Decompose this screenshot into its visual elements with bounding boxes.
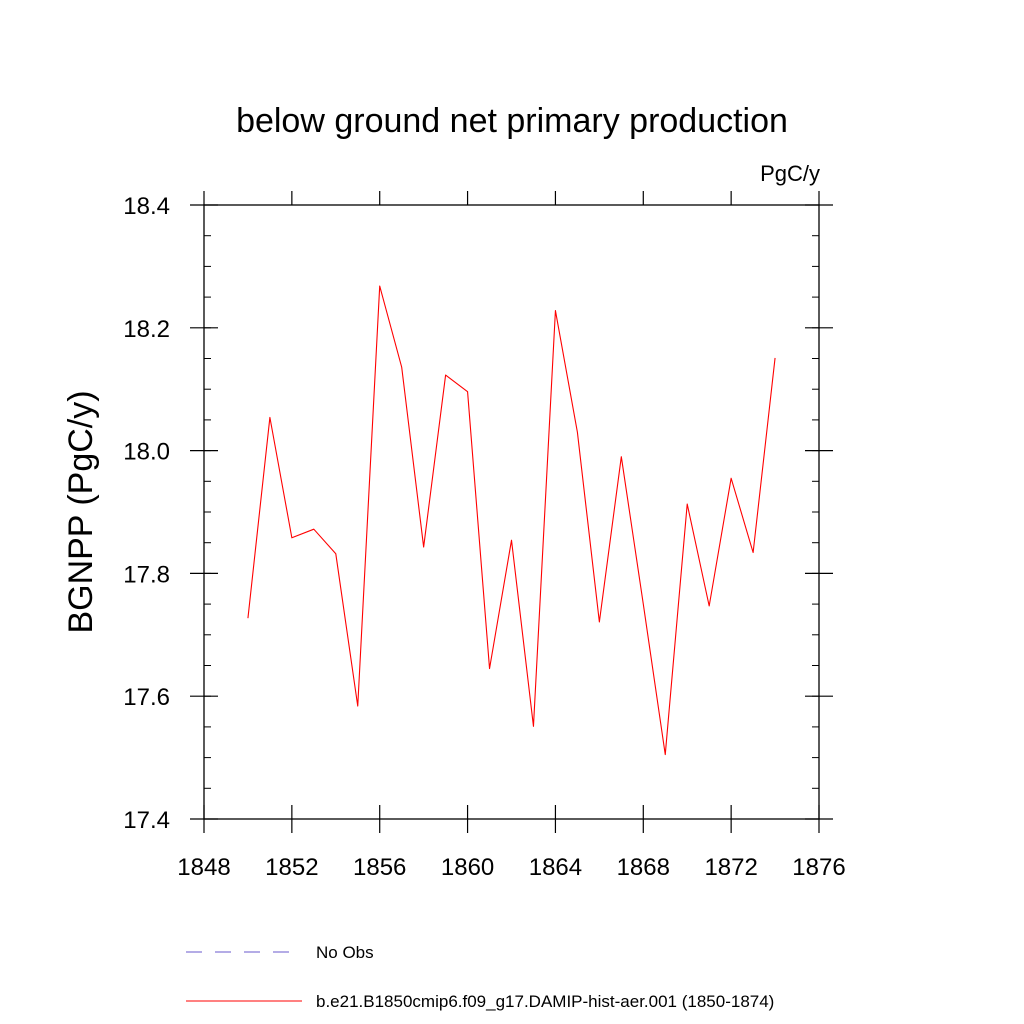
- chart-title: below ground net primary production: [236, 102, 788, 140]
- x-tick-label: 1856: [353, 854, 406, 881]
- units-label: PgC/y: [760, 161, 820, 186]
- x-tick-label: 1872: [704, 854, 757, 881]
- x-tick-label: 1876: [792, 854, 845, 881]
- series-group: [247, 285, 776, 756]
- x-tick-labels: 1848 1852 1856 1860 1864 1868 1872 1876: [177, 854, 845, 881]
- x-tick-label: 1868: [617, 854, 670, 881]
- y-tick-label: 17.6: [123, 684, 170, 711]
- y-tick-label: 18.4: [123, 193, 170, 220]
- x-tick-label: 1848: [177, 854, 230, 881]
- y-tick-label: 18.0: [123, 439, 170, 466]
- y-tick-labels: 17.4 17.6 17.8 18.0 18.2 18.4: [123, 193, 170, 834]
- y-tick-label: 17.4: [123, 807, 170, 834]
- legend: No Obs b.e21.B1850cmip6.f09_g17.DAMIP-hi…: [186, 943, 774, 1011]
- legend-label-model: b.e21.B1850cmip6.f09_g17.DAMIP-hist-aer.…: [316, 992, 774, 1011]
- x-tick-label: 1864: [529, 854, 582, 881]
- x-tick-label: 1852: [265, 854, 318, 881]
- y-axis-title: BGNPP (PgC/y): [62, 390, 100, 633]
- legend-label-no-obs: No Obs: [316, 943, 374, 962]
- y-tick-label: 17.8: [123, 561, 170, 588]
- plot-frame: [203, 204, 820, 820]
- series-line-0: [247, 285, 776, 756]
- y-tick-label: 18.2: [123, 316, 170, 343]
- axis-ticks: [190, 191, 833, 833]
- x-tick-label: 1860: [441, 854, 494, 881]
